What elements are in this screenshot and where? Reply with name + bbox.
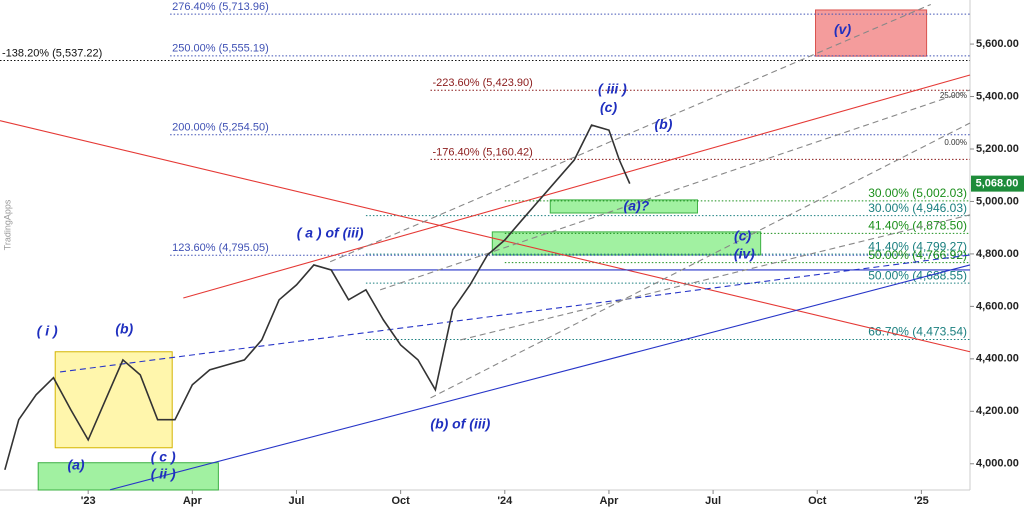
last-price-tag — [971, 175, 1024, 192]
x-tick-label: '23 — [81, 495, 96, 507]
y-tick-label: 4,200.00 — [976, 405, 1019, 417]
fib-label: -176.40% (5,160.42) — [432, 146, 532, 158]
wave-label: (a)? — [624, 198, 650, 214]
wave-label: ( a ) of (iii) — [297, 225, 364, 241]
fib-label: 30.00% (5,002.03) — [868, 186, 967, 200]
zone-box — [491, 231, 762, 256]
wave-label: (a) — [67, 457, 84, 473]
fib-label: 50.00% (4,766.92) — [868, 248, 967, 262]
x-tick-label: Oct — [391, 495, 410, 507]
x-tick-label: Oct — [808, 495, 827, 507]
trendline — [460, 214, 971, 341]
x-tick-label: Jul — [705, 495, 721, 507]
trendline — [329, 3, 931, 263]
fib-label: 41.40% (4,799.27) — [868, 239, 967, 253]
trendline — [0, 120, 971, 353]
fib-label: 276.40% (5,713.96) — [172, 1, 269, 13]
wave-label: ( i ) — [37, 323, 58, 339]
y-tick-label: 5,400.00 — [976, 90, 1019, 102]
y-tick-label: 5,600.00 — [976, 38, 1019, 50]
fib-label: 41.40% (4,878.50) — [868, 218, 967, 232]
wave-label: (c) — [734, 228, 751, 244]
trendline — [183, 74, 971, 299]
fib-label: 66.70% (4,473.54) — [868, 325, 967, 339]
watermark: TradingApps — [2, 199, 12, 250]
wave-label: ( ii ) — [151, 465, 176, 481]
wave-label: (b) — [655, 116, 673, 132]
y-tick-label: 5,000.00 — [976, 195, 1019, 207]
zone-box — [549, 199, 698, 214]
fib-label: 250.00% (5,555.19) — [172, 43, 269, 55]
y-tick-label: 4,600.00 — [976, 300, 1019, 312]
price-line — [4, 124, 631, 471]
wave-label: (b) of (iii) — [430, 415, 490, 431]
last-price-label: 5,068.00 — [976, 178, 1019, 190]
zone-box — [37, 462, 219, 491]
x-tick-label: Jul — [289, 495, 305, 507]
y-tick-label: 4,400.00 — [976, 353, 1019, 365]
wave-label: (v) — [834, 21, 851, 37]
fib-label: 123.60% (4,795.05) — [172, 242, 269, 254]
x-tick-label: '24 — [497, 495, 513, 507]
y-tick-label: 5,200.00 — [976, 143, 1019, 155]
wave-label: (c) — [600, 99, 617, 115]
fib-label: 200.00% (5,254.50) — [172, 122, 269, 134]
fib-label: -223.60% (5,423.90) — [432, 77, 532, 89]
channel-label: 0.00% — [944, 138, 967, 147]
y-tick-label: 4,000.00 — [976, 458, 1019, 470]
trendline — [109, 264, 971, 491]
x-tick-label: Apr — [183, 495, 203, 507]
wave-label: (b) — [115, 321, 133, 337]
fib-label: -138.20% (5,537.22) — [2, 47, 102, 59]
trendline — [379, 89, 971, 291]
x-tick-label: Apr — [599, 495, 619, 507]
wave-label: (iv) — [734, 246, 755, 262]
zone-box — [54, 351, 173, 449]
wave-label: ( c ) — [151, 448, 176, 464]
trendline — [59, 254, 971, 373]
x-tick-label: '25 — [914, 495, 929, 507]
y-tick-label: 4,800.00 — [976, 248, 1019, 260]
fib-label: 30.00% (4,946.03) — [868, 201, 967, 215]
trendline — [430, 122, 971, 399]
zone-box — [815, 9, 928, 57]
wave-label: ( iii ) — [598, 81, 627, 97]
